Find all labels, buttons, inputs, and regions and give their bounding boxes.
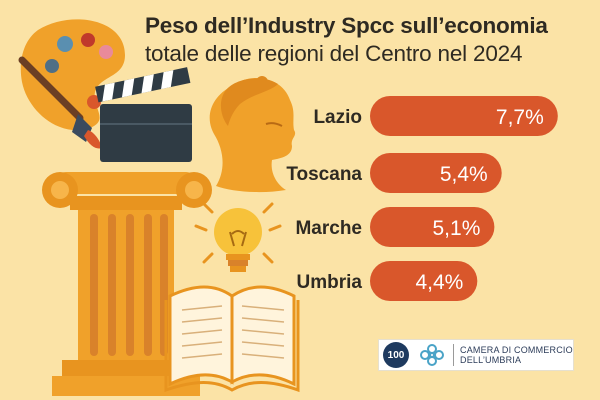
- value-label-lazio: 7,7%: [496, 106, 544, 129]
- value-label-toscana: 5,4%: [440, 163, 488, 186]
- category-label-toscana: Toscana: [286, 164, 362, 185]
- category-label-lazio: Lazio: [313, 107, 362, 128]
- category-label-marche: Marche: [295, 218, 362, 239]
- logo-text-line2: DELL’UMBRIA: [460, 355, 522, 365]
- logo-text-line1: CAMERA DI COMMERCIO: [460, 345, 573, 355]
- paint-palette-icon: [20, 19, 125, 131]
- logo-text: CAMERA DI COMMERCIO DELL’UMBRIA: [460, 345, 573, 365]
- bar-toscana: [370, 153, 502, 193]
- bar-marche: [370, 207, 495, 247]
- bar-umbria: [370, 261, 478, 301]
- chamber-emblem-icon: [420, 344, 444, 366]
- chamber-of-commerce-logo: 100 CAMERA DI COMMERCIO DELL’UMBRIA: [378, 339, 574, 371]
- chart-title-line1: Peso dell’Industry Spcc sull’economia: [145, 13, 548, 38]
- logo-separator: [453, 344, 454, 366]
- value-label-marche: 5,1%: [433, 217, 481, 240]
- centenary-badge: 100: [383, 342, 409, 368]
- bar-lazio: [370, 96, 558, 136]
- chart-title: Peso dell’Industry Spcc sull’economia to…: [145, 12, 595, 68]
- paintbrush-icon: [18, 56, 102, 149]
- open-book-icon: [164, 285, 300, 393]
- column-icon: [42, 172, 212, 396]
- category-label-umbria: Umbria: [297, 272, 363, 293]
- value-label-umbria: 4,4%: [415, 271, 463, 294]
- classical-bust-icon: [209, 76, 296, 193]
- light-bulb-icon: [194, 202, 282, 272]
- chart-title-line2: totale delle regioni del Centro nel 2024: [145, 41, 523, 66]
- clapperboard-icon: [95, 67, 192, 162]
